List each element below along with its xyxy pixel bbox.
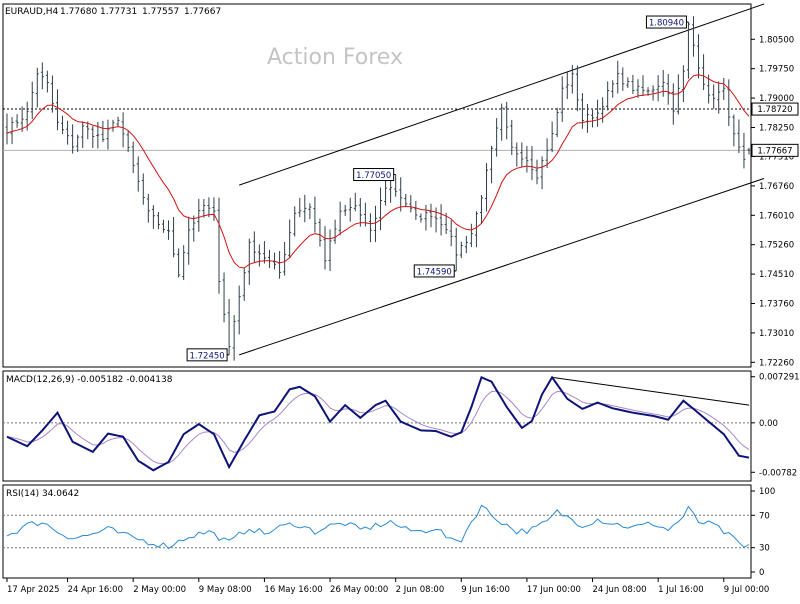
- price-tick-label: 1.72260: [759, 358, 794, 368]
- annotation-label: 1.74590: [417, 267, 452, 277]
- rsi-tick-label: 30: [759, 544, 770, 554]
- time-tick-label: 24 Jun 08:00: [593, 585, 647, 595]
- rsi-pane-frame: [2, 484, 752, 579]
- price-tick-label: 1.75260: [759, 241, 794, 251]
- annotation-box: [186, 348, 228, 362]
- price-tick-label: 1.74510: [759, 270, 794, 280]
- time-tick-label: 17 Apr 2025: [7, 585, 60, 595]
- annotation-label: 1.72450: [190, 351, 225, 361]
- price-tick-label: 1.80500: [759, 35, 794, 45]
- low-value: 1.77557: [142, 7, 179, 17]
- price-tick-label: 1.79000: [759, 94, 794, 104]
- time-tick-label: 2 Jun 08:00: [396, 585, 445, 595]
- macd-tick-label: 0.007291: [759, 373, 800, 383]
- macd-tick-label: -0.00782: [759, 468, 797, 478]
- open-value: 1.77680: [60, 7, 97, 17]
- time-tick-label: 1 Jul 16:00: [658, 585, 704, 595]
- current-price-axis-box: [751, 143, 799, 157]
- time-tick-label: 9 Jul 00:00: [724, 585, 770, 595]
- macd-label: MACD(12,26,9) -0.005182 -0.004138: [6, 375, 173, 385]
- main-pane-frame: [2, 3, 752, 368]
- time-tick-label: 26 May 00:00: [330, 585, 388, 595]
- time-tick-label: 17 Jun 00:00: [527, 585, 581, 595]
- time-tick-label: 2 May 00:00: [133, 585, 186, 595]
- annotation-box: [353, 168, 395, 182]
- macd-tick-label: 0.00: [759, 419, 778, 429]
- price-tick-label: 1.73760: [759, 299, 794, 309]
- rsi-tick-label: 0: [759, 568, 764, 578]
- price-tick-label: 1.76760: [759, 182, 794, 192]
- rsi-label: RSI(14) 34.0642: [6, 489, 79, 499]
- rsi-tick-label: 70: [759, 511, 770, 521]
- watermark: Action Forex: [267, 45, 403, 70]
- price-tick-label: 1.76010: [759, 211, 794, 221]
- price-tick-label: 1.77510: [759, 152, 794, 162]
- macd-pane-frame: [2, 370, 752, 482]
- macd-trendline: [552, 376, 750, 406]
- price-tick-label: 1.78250: [759, 123, 794, 133]
- annotation-box: [413, 264, 455, 278]
- rsi-line: [6, 504, 750, 550]
- macd-signal-line: [6, 390, 750, 465]
- close-value: 1.77667: [184, 7, 221, 17]
- time-tick-label: 9 May 08:00: [199, 585, 252, 595]
- channel-upper-line: [239, 3, 765, 186]
- channel-lower-line: [239, 177, 765, 356]
- hline-axis-box: [751, 102, 799, 116]
- price-tick-label: 1.79750: [759, 65, 794, 75]
- annotation-box: [645, 15, 687, 29]
- moving-average-line: [6, 74, 750, 269]
- current-price-axis-label: 1.77667: [757, 146, 792, 156]
- time-tick-label: 16 May 16:00: [264, 585, 322, 595]
- price-tick-label: 1.73010: [759, 329, 794, 339]
- symbol-label: EURAUD,H4: [5, 7, 58, 17]
- hline-axis-label: 1.78720: [757, 105, 792, 115]
- annotation-label: 1.77050: [356, 171, 391, 181]
- time-tick-label: 24 Apr 16:00: [68, 585, 123, 595]
- time-tick-label: 9 Jun 16:00: [461, 585, 510, 595]
- annotation-label: 1.80940: [649, 19, 684, 29]
- macd-main-line: [6, 375, 750, 472]
- high-value: 1.77731: [100, 7, 137, 17]
- rsi-tick-label: 100: [759, 487, 775, 497]
